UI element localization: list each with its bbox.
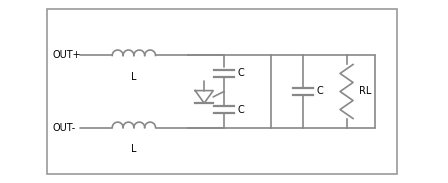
Text: C: C bbox=[238, 104, 245, 115]
Text: L: L bbox=[131, 144, 137, 154]
Text: OUT+: OUT+ bbox=[53, 51, 82, 60]
Text: RL: RL bbox=[359, 87, 371, 96]
FancyBboxPatch shape bbox=[47, 9, 397, 174]
Text: OUT-: OUT- bbox=[53, 123, 76, 132]
Text: L: L bbox=[131, 72, 137, 82]
Text: C: C bbox=[238, 68, 245, 79]
Text: C: C bbox=[317, 87, 324, 96]
